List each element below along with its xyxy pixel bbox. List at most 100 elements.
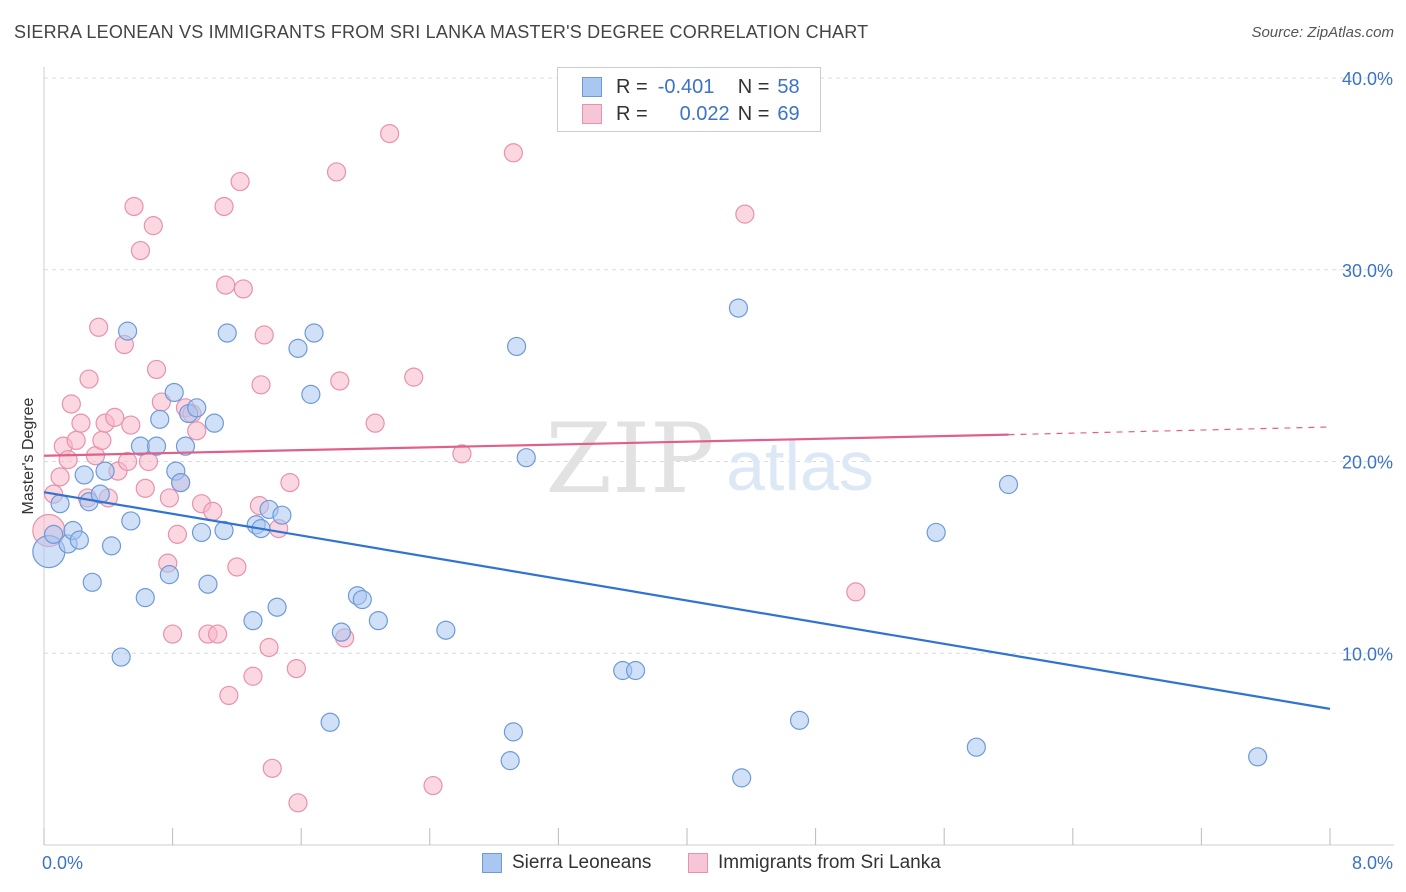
legend-row-pink: R = 0.022 N = 69	[582, 100, 800, 128]
point-sierra-leoneans	[320, 712, 340, 732]
point-sierra-leoneans	[1248, 747, 1268, 767]
point-immigrants-sri-lanka	[163, 624, 183, 644]
x-tick-label: 8.0%	[1352, 853, 1393, 873]
legend-row-blue: R = -0.401 N = 58	[582, 73, 800, 101]
point-immigrants-sri-lanka	[143, 216, 163, 236]
point-sierra-leoneans	[436, 620, 456, 640]
point-sierra-leoneans	[101, 536, 122, 556]
point-immigrants-sri-lanka	[58, 449, 78, 470]
trend-line-immigrants-sri-lanka	[1008, 426, 1331, 436]
point-sierra-leoneans	[926, 522, 946, 543]
point-sierra-leoneans	[368, 611, 388, 631]
point-immigrants-sri-lanka	[208, 624, 228, 644]
point-immigrants-sri-lanka	[124, 196, 144, 217]
point-immigrants-sri-lanka	[254, 325, 274, 345]
legend-r-label-2: R =	[616, 102, 648, 125]
point-immigrants-sri-lanka	[203, 501, 223, 521]
point-sierra-leoneans	[304, 323, 324, 343]
point-immigrants-sri-lanka	[243, 666, 263, 686]
series-legend: Sierra Leoneans Immigrants from Sri Lank…	[0, 852, 1406, 878]
point-immigrants-sri-lanka	[92, 430, 112, 451]
y-axis-label: Master's Degree	[20, 397, 37, 514]
point-sierra-leoneans	[732, 768, 752, 788]
point-immigrants-sri-lanka	[130, 240, 151, 261]
point-immigrants-sri-lanka	[227, 557, 247, 577]
y-tick-label: 40.0%	[1342, 69, 1393, 89]
point-immigrants-sri-lanka	[286, 658, 306, 679]
point-immigrants-sri-lanka	[288, 793, 308, 813]
point-sierra-leoneans	[789, 710, 810, 730]
legend-swatch-immigrants-sri-lanka	[688, 853, 708, 873]
point-sierra-leoneans	[966, 737, 986, 757]
point-immigrants-sri-lanka	[89, 317, 109, 337]
legend-item-sierra-leoneans[interactable]: Sierra Leoneans	[482, 852, 651, 874]
point-sierra-leoneans	[301, 384, 321, 404]
axes	[43, 67, 1394, 846]
point-immigrants-sri-lanka	[219, 685, 239, 706]
legend-item-immigrants-sri-lanka[interactable]: Immigrants from Sri Lanka	[688, 852, 941, 874]
legend-n-label-1: N =	[737, 75, 770, 98]
point-immigrants-sri-lanka	[167, 524, 188, 544]
point-immigrants-sri-lanka	[79, 369, 99, 389]
point-sierra-leoneans	[164, 382, 184, 403]
chart-title: SIERRA LEONEAN VS IMMIGRANTS FROM SRI LA…	[14, 22, 869, 42]
point-sierra-leoneans	[191, 522, 212, 543]
point-sierra-leoneans	[171, 472, 191, 493]
point-sierra-leoneans	[998, 474, 1019, 495]
x-tick-label: 0.0%	[42, 853, 83, 873]
point-sierra-leoneans	[95, 461, 115, 481]
trend-lines	[43, 426, 1331, 710]
point-sierra-leoneans	[74, 465, 94, 485]
point-sierra-leoneans	[135, 588, 155, 608]
point-immigrants-sri-lanka	[66, 430, 86, 451]
point-sierra-leoneans	[50, 494, 70, 514]
point-immigrants-sri-lanka	[146, 359, 167, 380]
grid-lines	[44, 77, 1394, 654]
point-sierra-leoneans	[267, 597, 287, 617]
point-sierra-leoneans	[82, 572, 102, 592]
point-immigrants-sri-lanka	[404, 367, 424, 387]
point-sierra-leoneans	[272, 505, 292, 525]
point-sierra-leoneans	[352, 589, 372, 610]
point-immigrants-sri-lanka	[452, 444, 472, 464]
point-immigrants-sri-lanka	[230, 171, 250, 192]
point-immigrants-sri-lanka	[846, 582, 866, 602]
point-sierra-leoneans	[90, 484, 110, 504]
point-immigrants-sri-lanka	[326, 162, 347, 182]
point-immigrants-sri-lanka	[50, 467, 70, 487]
legend-r-label-1: R =	[616, 75, 648, 98]
point-immigrants-sri-lanka	[262, 758, 282, 778]
point-immigrants-sri-lanka	[735, 204, 755, 224]
point-immigrants-sri-lanka	[365, 413, 385, 433]
point-sierra-leoneans	[204, 413, 224, 433]
stats-legend: R = -0.401 N = 58 R = 0.022 N = 69	[557, 67, 821, 132]
legend-label-sierra-leoneans: Sierra Leoneans	[512, 852, 652, 873]
trend-line-immigrants-sri-lanka	[43, 433, 1009, 457]
y-tick-label: 30.0%	[1342, 261, 1393, 281]
watermark-zip: ZIP	[545, 403, 714, 515]
point-sierra-leoneans	[507, 336, 527, 357]
y-tick-label: 10.0%	[1342, 644, 1393, 664]
point-immigrants-sri-lanka	[187, 421, 207, 441]
point-immigrants-sri-lanka	[380, 124, 400, 144]
point-immigrants-sri-lanka	[503, 143, 523, 163]
point-sierra-leoneans	[69, 530, 89, 550]
point-immigrants-sri-lanka	[423, 775, 443, 796]
legend-swatch-pink	[582, 104, 602, 124]
point-immigrants-sri-lanka	[233, 279, 253, 299]
point-sierra-leoneans	[500, 751, 520, 771]
point-immigrants-sri-lanka	[259, 637, 279, 658]
point-sierra-leoneans	[331, 622, 351, 642]
y-tick-label: 20.0%	[1342, 453, 1393, 473]
point-sierra-leoneans	[516, 448, 536, 468]
point-sierra-leoneans	[217, 323, 237, 343]
point-immigrants-sri-lanka	[61, 394, 81, 414]
point-sierra-leoneans	[503, 722, 523, 742]
point-immigrants-sri-lanka	[159, 488, 179, 508]
point-sierra-leoneans	[625, 660, 646, 681]
point-sierra-leoneans	[728, 298, 749, 318]
source-label: Source: ZipAtlas.com	[1251, 24, 1394, 41]
point-immigrants-sri-lanka	[135, 478, 155, 498]
point-immigrants-sri-lanka	[280, 472, 300, 493]
